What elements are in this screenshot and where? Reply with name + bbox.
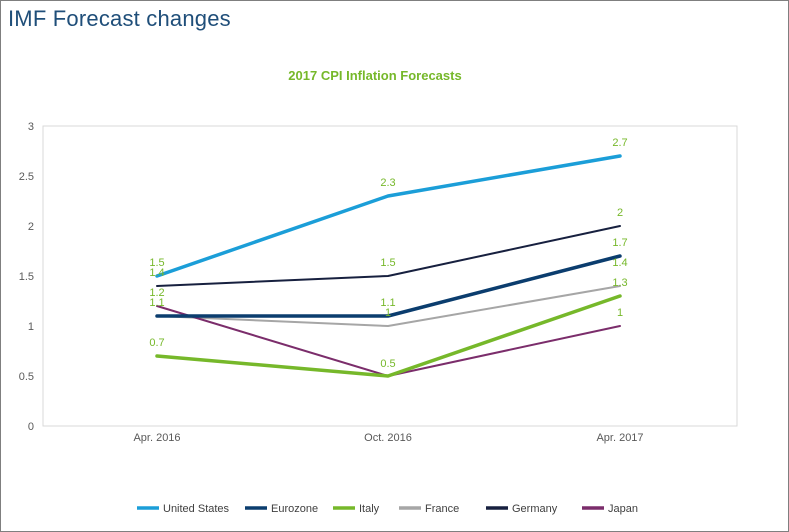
data-label: 2.3 (380, 177, 395, 189)
data-label: 1.5 (380, 257, 395, 269)
data-label: 1.2 (149, 287, 164, 299)
series-line-united-states (155, 154, 622, 278)
y-tick-label: 2 (28, 221, 34, 233)
data-label: 1.5 (149, 257, 164, 269)
legend-label: France (425, 503, 459, 515)
x-tick-label: Oct. 2016 (364, 432, 412, 444)
plot-area (42, 125, 738, 427)
y-tick-label: 3 (28, 121, 34, 133)
y-tick-label: 0.5 (19, 371, 34, 383)
series-line-france (156, 285, 621, 327)
data-label: 0.5 (380, 358, 395, 370)
data-label: 1.3 (612, 277, 627, 289)
data-label: 1.1 (380, 297, 395, 309)
x-tick-label: Apr. 2016 (133, 432, 180, 444)
y-tick-label: 2.5 (19, 171, 34, 183)
data-label: 1 (385, 307, 391, 319)
data-label: 1.4 (612, 257, 627, 269)
data-label: 2 (617, 207, 623, 219)
legend-label: Eurozone (271, 503, 318, 515)
data-label: 1 (617, 307, 623, 319)
y-tick-label: 1.5 (19, 271, 34, 283)
data-label: 0.7 (149, 337, 164, 349)
series-line-germany (156, 225, 621, 287)
data-label: 1.7 (612, 237, 627, 249)
y-tick-label: 1 (28, 321, 34, 333)
chart-title: 2017 CPI Inflation Forecasts (288, 68, 461, 83)
page-title: IMF Forecast changes (8, 6, 231, 31)
legend-label: Italy (359, 503, 380, 515)
data-label: 1.4 (149, 267, 164, 279)
series-line-eurozone (155, 254, 622, 318)
legend-label: Germany (512, 503, 558, 515)
legend-label: Japan (608, 503, 638, 515)
data-label: 2.7 (612, 137, 627, 149)
data-label: 1.1 (149, 297, 164, 309)
x-tick-label: Apr. 2017 (596, 432, 643, 444)
y-tick-label: 0 (28, 421, 34, 433)
legend-label: United States (163, 503, 230, 515)
series-line-italy (155, 294, 622, 378)
